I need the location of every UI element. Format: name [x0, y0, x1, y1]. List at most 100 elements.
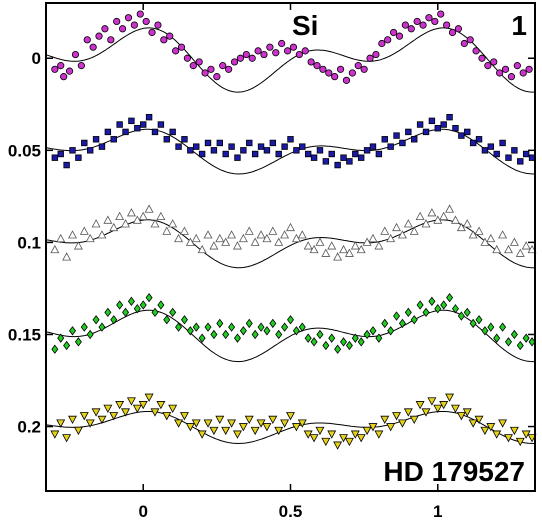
- data-point-triangle-up: [327, 241, 337, 250]
- data-point-circle: [490, 58, 498, 66]
- data-point-triangle-down: [291, 423, 301, 432]
- data-point-triangle-down: [462, 408, 472, 417]
- data-point-circle: [260, 50, 268, 59]
- data-point-square: [481, 147, 489, 154]
- data-point-diamond: [192, 322, 200, 332]
- data-point-diamond: [469, 318, 477, 329]
- data-point-triangle-up: [126, 208, 136, 217]
- data-point-diamond: [375, 333, 383, 343]
- data-point-triangle-down: [156, 401, 166, 410]
- data-point-triangle-up: [115, 211, 125, 221]
- data-point-circle: [413, 17, 421, 26]
- data-point-triangle-up: [403, 219, 413, 228]
- data-point-diamond: [145, 292, 153, 303]
- data-point-triangle-down: [433, 404, 443, 413]
- data-point-triangle-up: [303, 241, 313, 250]
- data-point-circle: [390, 28, 398, 37]
- data-point-circle: [71, 50, 80, 59]
- data-point-square: [175, 143, 182, 150]
- data-point-triangle-up: [286, 222, 295, 232]
- data-point-circle: [354, 62, 362, 70]
- data-point-square: [275, 150, 282, 158]
- data-point-circle: [107, 36, 115, 44]
- data-point-triangle-up: [280, 230, 290, 239]
- data-point-triangle-up: [504, 244, 513, 254]
- data-point-diamond: [269, 318, 277, 329]
- y-tick-label: 0.1: [17, 233, 41, 252]
- data-point-triangle-up: [421, 219, 431, 228]
- data-point-diamond: [504, 337, 512, 347]
- data-point-triangle-up: [492, 244, 502, 254]
- data-point-diamond: [363, 329, 371, 340]
- data-point-circle: [89, 43, 97, 51]
- data-point-diamond: [133, 304, 141, 314]
- data-point-square: [98, 143, 106, 150]
- data-point-diamond: [116, 300, 124, 310]
- data-point-triangle-down: [297, 419, 307, 428]
- data-point-diamond: [222, 329, 230, 340]
- data-point-triangle-down: [73, 426, 83, 436]
- data-point-circle: [236, 54, 245, 62]
- data-point-circle: [254, 47, 262, 55]
- data-point-triangle-up: [233, 241, 242, 250]
- data-point-triangle-down: [238, 423, 248, 432]
- data-point-triangle-down: [498, 419, 508, 428]
- data-point-triangle-down: [62, 434, 72, 443]
- data-point-triangle-down: [509, 426, 519, 436]
- data-point-diamond: [516, 340, 524, 351]
- data-point-triangle-up: [392, 222, 402, 232]
- data-point-diamond: [63, 340, 71, 351]
- data-point-circle: [443, 21, 451, 29]
- fit-curve-4: [45, 309, 536, 363]
- data-point-square: [151, 128, 159, 136]
- data-point-triangle-up: [515, 248, 525, 257]
- data-point-square: [69, 147, 76, 154]
- data-point-square: [81, 139, 88, 147]
- data-point-square: [193, 143, 200, 150]
- data-point-triangle-up: [162, 226, 172, 235]
- data-point-triangle-up: [73, 241, 83, 250]
- data-point-circle: [130, 21, 138, 29]
- data-point-diamond: [157, 300, 165, 310]
- star-label: HD 179527: [383, 456, 525, 487]
- data-point-circle: [348, 69, 356, 77]
- data-point-triangle-down: [315, 426, 325, 436]
- data-point-triangle-up: [462, 219, 472, 228]
- data-point-triangle-up: [156, 211, 166, 221]
- data-point-diamond: [104, 307, 112, 318]
- data-point-diamond: [522, 333, 530, 343]
- data-point-diamond: [410, 315, 418, 325]
- data-point-triangle-up: [79, 226, 89, 235]
- data-point-circle: [242, 50, 250, 59]
- data-point-triangle-down: [450, 404, 460, 413]
- data-point-triangle-down: [439, 401, 449, 410]
- data-point-square: [328, 150, 335, 158]
- panel-label: 1: [511, 10, 527, 41]
- data-point-square: [334, 161, 341, 169]
- data-point-square: [263, 147, 271, 154]
- data-point-circle: [118, 25, 127, 33]
- data-point-triangle-up: [297, 230, 307, 239]
- data-point-triangle-up: [256, 230, 266, 239]
- data-point-triangle-down: [197, 430, 207, 439]
- data-point-diamond: [281, 322, 289, 332]
- data-point-diamond: [180, 315, 188, 325]
- data-point-circle: [372, 50, 380, 59]
- data-point-triangle-up: [274, 237, 284, 246]
- data-point-square: [322, 158, 330, 165]
- data-point-circle: [360, 65, 368, 73]
- data-point-circle: [384, 36, 392, 44]
- data-point-circle: [201, 69, 209, 77]
- data-point-triangle-down: [274, 426, 284, 436]
- data-point-square: [92, 136, 100, 143]
- data-point-square: [216, 139, 224, 147]
- data-point-square: [393, 132, 400, 139]
- data-point-diamond: [233, 333, 241, 343]
- data-point-triangle-up: [409, 226, 419, 235]
- data-point-triangle-down: [445, 393, 455, 402]
- data-point-circle: [519, 69, 527, 77]
- data-point-triangle-up: [397, 230, 407, 239]
- data-point-circle: [77, 62, 85, 70]
- data-point-square: [134, 125, 141, 132]
